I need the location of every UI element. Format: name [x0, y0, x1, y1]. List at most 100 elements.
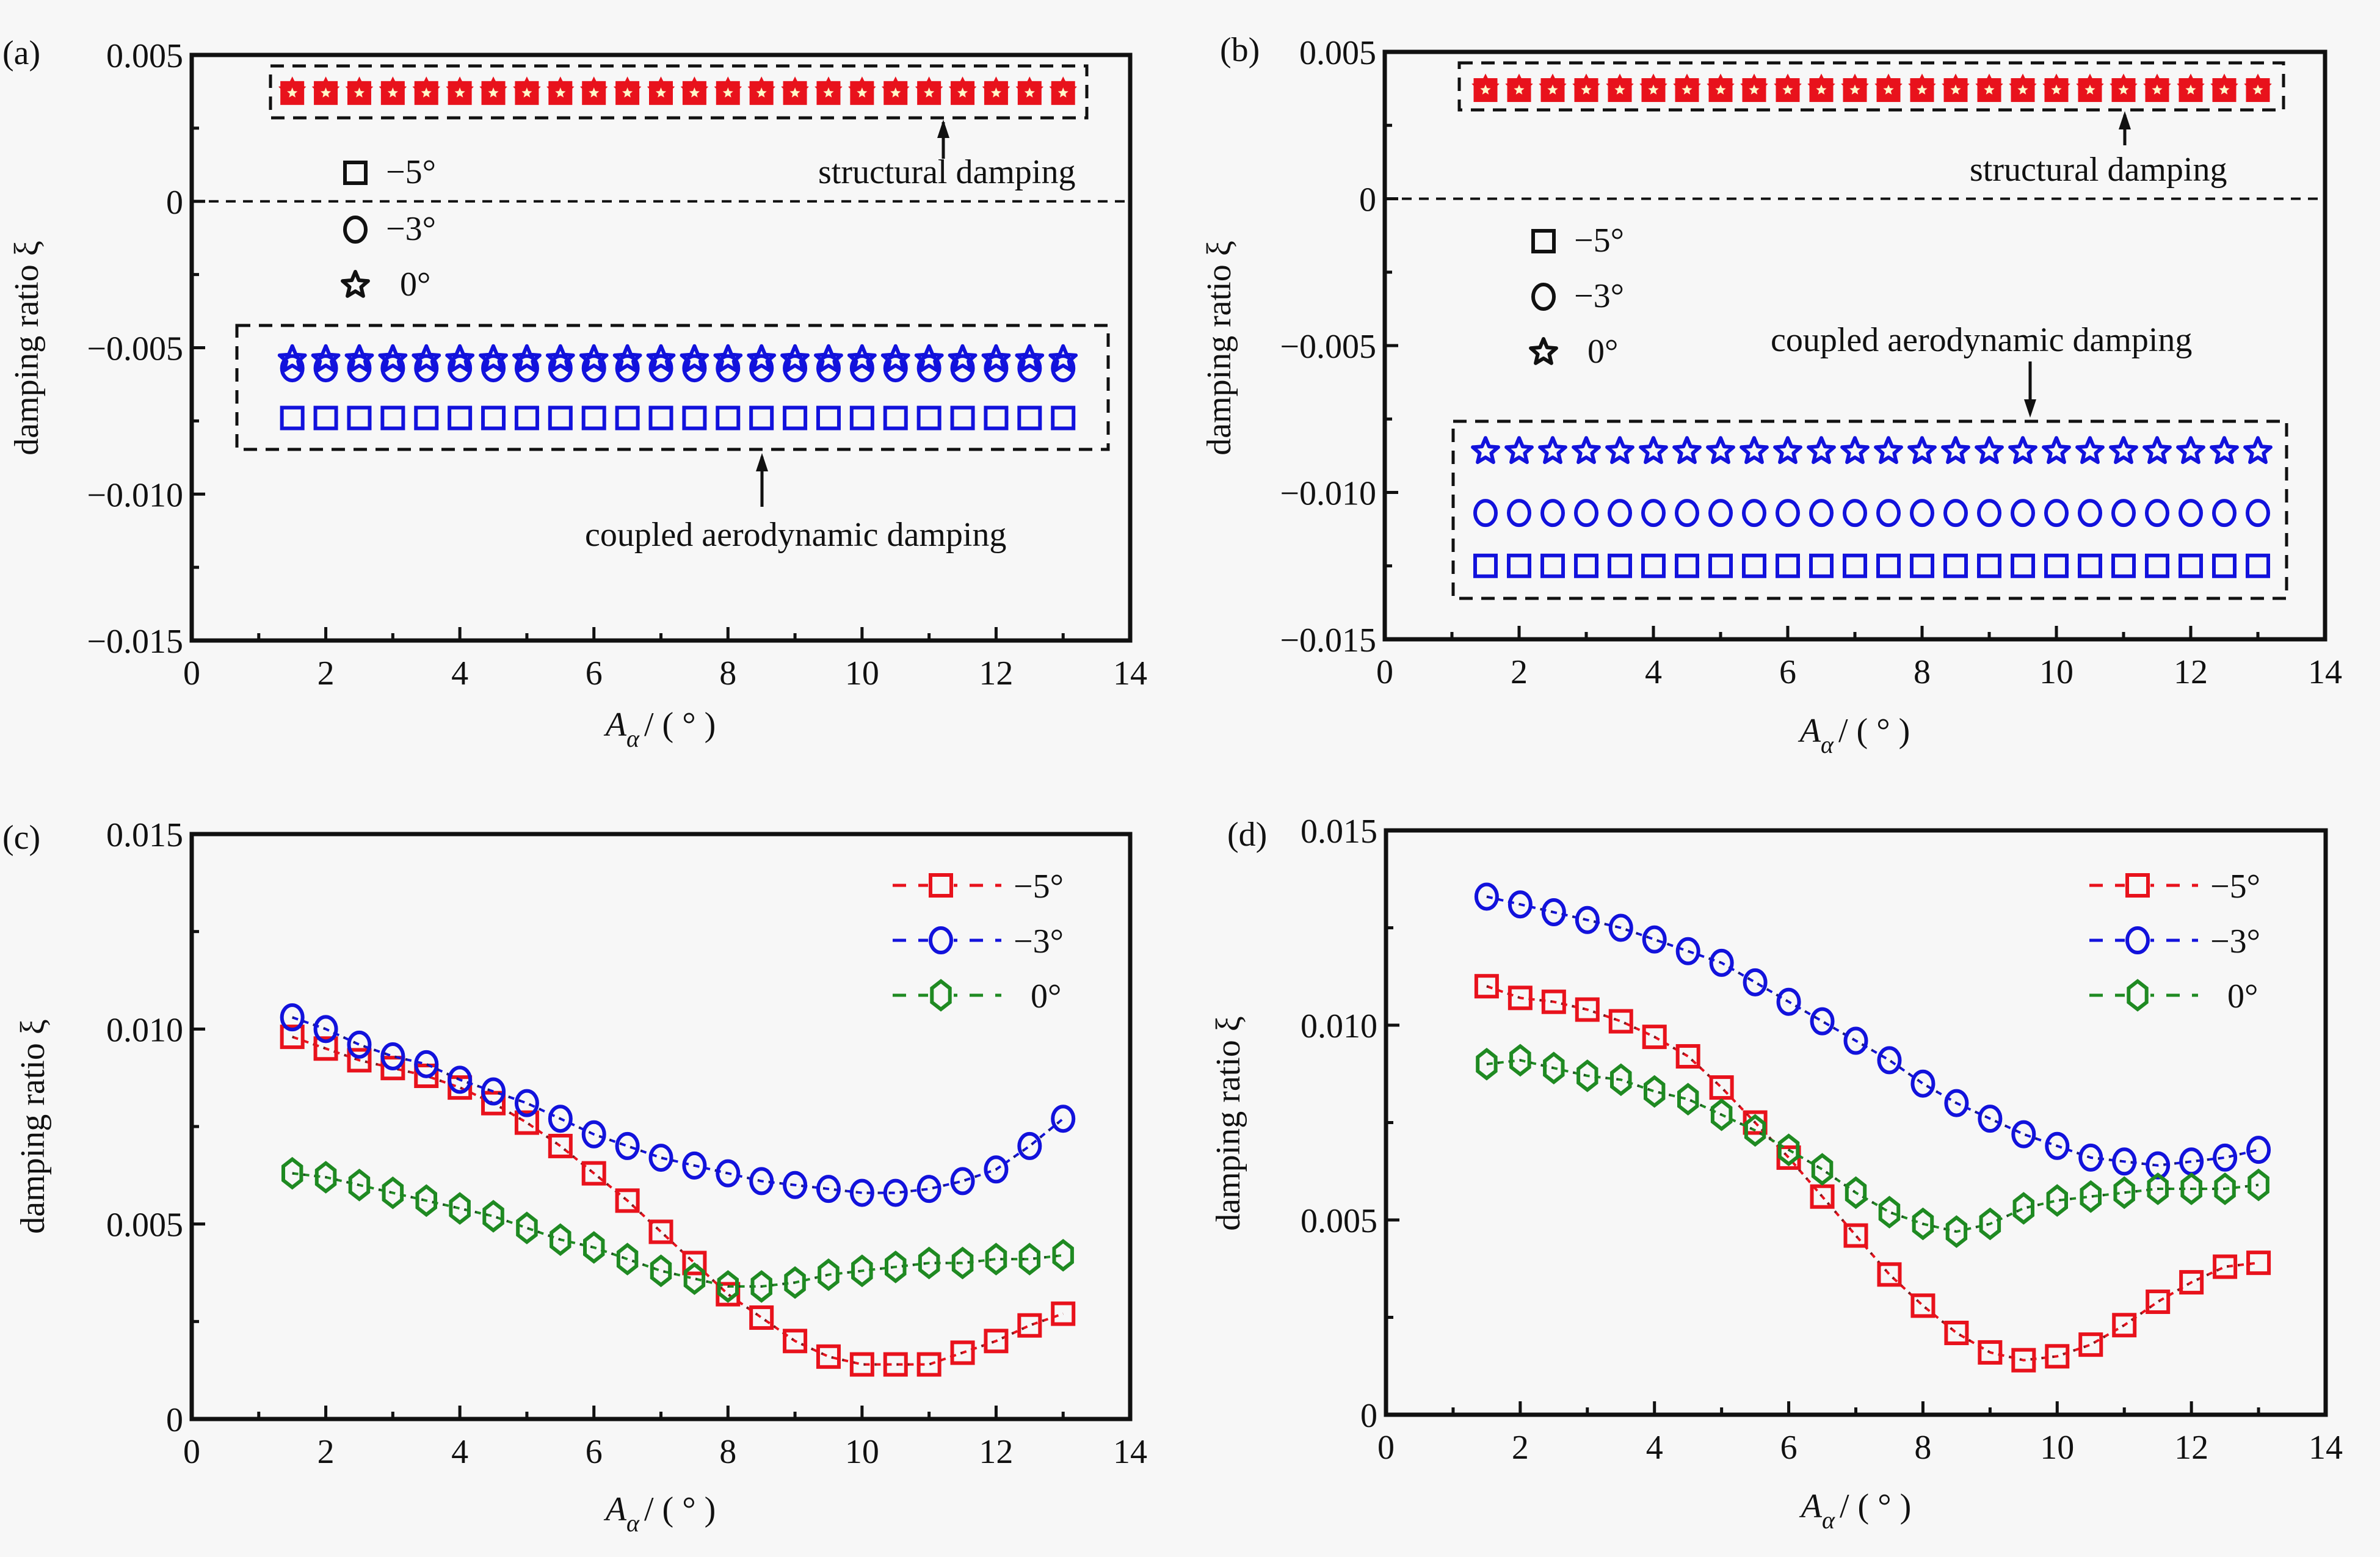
data-point-circle	[984, 354, 1009, 383]
data-point-square	[615, 405, 640, 430]
y-axis-title-group: damping ratio ξ	[14, 1019, 52, 1234]
data-point-star	[747, 344, 777, 372]
star-icon	[421, 87, 432, 98]
data-point-circle	[1540, 499, 1565, 528]
y-tick-label: 0.005	[106, 1207, 183, 1244]
data-point-star	[512, 344, 542, 372]
axes-frame	[1382, 49, 2327, 642]
series-circle	[1474, 882, 2271, 1180]
data-point-square	[2246, 1250, 2271, 1276]
data-point-square	[2213, 1254, 2238, 1279]
data-point-circle	[2213, 1143, 2238, 1172]
data-point-structural	[2244, 73, 2272, 103]
svg-text:Aα/ ( ° ): Aα / ( ° )	[603, 1490, 716, 1537]
data-point-hexagon	[449, 1192, 471, 1225]
data-point-hexagon	[1677, 1083, 1699, 1116]
data-point-square	[916, 1352, 941, 1377]
data-point-square	[2011, 1348, 2036, 1373]
data-point-hexagon	[1543, 1051, 1565, 1085]
data-point-square	[783, 1329, 808, 1354]
series-line-dots	[1486, 895, 2259, 1167]
legend-circle-icon	[343, 216, 368, 244]
arrowhead-icon	[937, 120, 949, 138]
star-icon	[789, 87, 800, 98]
x-axis-title: Aα / ( ° )	[603, 1490, 716, 1537]
data-point-circle	[849, 354, 874, 383]
star-icon	[823, 87, 834, 98]
star-icon	[1581, 84, 1592, 95]
x-tick-label: 4	[451, 655, 468, 692]
data-point-structural	[1740, 73, 1768, 103]
data-point-circle	[581, 354, 606, 383]
data-point-circle	[1708, 499, 1733, 528]
data-point-square	[1708, 553, 1733, 578]
data-point-circle	[1574, 499, 1598, 528]
data-point-square	[1507, 985, 1533, 1011]
data-point-star	[914, 344, 944, 372]
data-point-square	[1051, 1301, 1076, 1326]
hexagon-icon	[2127, 979, 2149, 1012]
data-point-circle	[1675, 499, 1699, 528]
data-point-circle	[883, 354, 908, 383]
legend-label: −3°	[1574, 277, 1624, 315]
x-tick-label: 2	[1512, 1429, 1529, 1467]
data-point-star	[1538, 436, 1567, 464]
y-tick-labels: 0.015 0.010 0.005 0	[1301, 813, 1377, 1435]
square-icon	[2125, 873, 2150, 898]
y-axis-title-group: damping ratio ξ	[1210, 1016, 1247, 1231]
panel-a: (a) 0.005 0 −0.005 −0.010 −0.015 0 2 4 6 8 10 12 14…	[2, 34, 1147, 752]
data-point-square	[280, 1025, 305, 1050]
data-point-square	[448, 1075, 473, 1100]
data-point-square	[581, 1161, 606, 1186]
data-point-circle	[615, 1131, 640, 1160]
data-point-circle	[682, 354, 707, 383]
data-point-square	[2078, 1332, 2103, 1357]
x-tick-label: 2	[317, 655, 335, 692]
data-point-square	[2044, 553, 2069, 578]
data-point-square	[749, 405, 774, 430]
series-line	[292, 1016, 1064, 1194]
data-point-hexagon	[382, 1176, 404, 1210]
data-point-star	[2042, 436, 2071, 464]
data-point-square	[984, 405, 1009, 430]
data-point-star	[1840, 436, 1870, 464]
star-icon	[1816, 84, 1827, 95]
data-point-star	[713, 344, 743, 372]
data-point-structural	[2210, 73, 2238, 103]
data-point-circle	[1877, 1046, 1902, 1075]
legend	[2089, 870, 2198, 1012]
data-point-structural	[680, 76, 709, 105]
data-point-circle	[1473, 499, 1498, 528]
data-point-structural	[613, 76, 642, 105]
star-icon	[1529, 337, 1558, 365]
data-point-circle	[1776, 499, 1800, 528]
legend-label: −3°	[386, 210, 436, 248]
data-point-square	[1810, 1184, 1835, 1209]
data-point-square	[783, 405, 808, 430]
y-axis-title: damping ratio ξ	[14, 1019, 52, 1234]
data-point-circle	[313, 354, 338, 383]
data-point-circle	[1978, 1105, 2003, 1133]
data-point-star	[814, 344, 843, 372]
star-icon	[1782, 84, 1793, 95]
x-tick-label: 4	[1646, 1429, 1663, 1467]
x-axis-title-sub: α	[626, 725, 640, 752]
y-tick-labels: 0.005 0 −0.005 −0.010 −0.015	[1280, 34, 1376, 659]
x-tick-label: 0	[1376, 653, 1393, 691]
data-point-square	[1776, 553, 1800, 578]
data-point-square	[313, 1036, 338, 1061]
data-point-circle	[1051, 1105, 1076, 1133]
data-point-circle	[615, 354, 640, 383]
data-point-structural	[1471, 73, 1500, 103]
structural-damping-box	[1457, 61, 2285, 112]
y-tick-label: 0	[1360, 1397, 1377, 1435]
data-point-star	[1572, 436, 1601, 464]
y-tick-label: 0.005	[1299, 34, 1376, 72]
square-icon	[343, 161, 368, 185]
star-icon	[2252, 84, 2263, 95]
data-point-circle	[380, 1042, 405, 1071]
data-point-structural	[311, 76, 340, 105]
star-icon	[857, 87, 868, 98]
legend-entry	[893, 870, 1001, 901]
y-tick-label: 0.010	[106, 1011, 183, 1049]
